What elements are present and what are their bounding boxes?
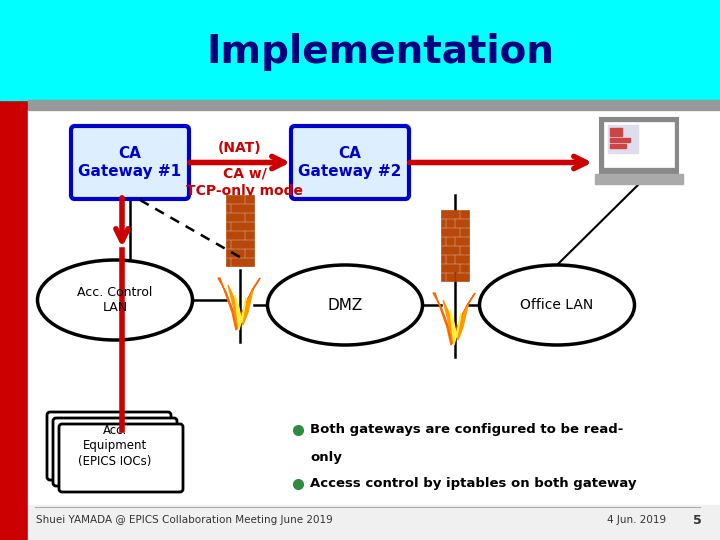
Text: 4 Jun. 2019: 4 Jun. 2019 — [607, 515, 666, 525]
Text: 5: 5 — [693, 514, 702, 526]
Bar — [441, 246, 450, 254]
Bar — [230, 240, 240, 248]
Bar — [240, 240, 249, 248]
Text: DMZ: DMZ — [328, 298, 363, 313]
Bar — [249, 204, 254, 212]
Polygon shape — [218, 278, 260, 330]
Bar — [245, 231, 253, 239]
Bar — [464, 219, 469, 227]
Bar — [446, 237, 454, 245]
Bar — [441, 255, 445, 263]
Bar — [28, 110, 720, 505]
Bar — [230, 258, 240, 266]
Ellipse shape — [480, 265, 634, 345]
Bar — [610, 128, 622, 136]
Bar — [459, 210, 469, 218]
Text: only: only — [310, 451, 342, 464]
Text: Acc. Control
LAN: Acc. Control LAN — [77, 286, 153, 314]
Bar — [446, 273, 454, 281]
Bar — [235, 249, 244, 257]
Bar — [235, 231, 244, 239]
Bar — [464, 255, 469, 263]
Bar — [441, 237, 445, 245]
Bar — [249, 240, 254, 248]
Bar — [441, 210, 450, 218]
Bar — [441, 228, 450, 236]
Bar — [459, 228, 469, 236]
Bar — [230, 222, 240, 230]
Bar — [226, 231, 235, 239]
Bar — [245, 249, 253, 257]
Bar — [235, 213, 244, 221]
Bar — [464, 237, 469, 245]
Polygon shape — [433, 293, 475, 345]
Bar — [455, 237, 464, 245]
Bar — [226, 222, 230, 230]
Text: CA w/
TCP-only mode: CA w/ TCP-only mode — [186, 167, 304, 198]
FancyBboxPatch shape — [47, 412, 171, 480]
Bar — [450, 264, 459, 272]
Bar — [441, 219, 445, 227]
Bar — [455, 219, 464, 227]
Bar — [604, 122, 674, 167]
Bar — [450, 228, 459, 236]
FancyBboxPatch shape — [53, 418, 177, 486]
Bar — [249, 258, 254, 266]
Bar — [610, 144, 626, 148]
Polygon shape — [450, 310, 461, 345]
Bar — [249, 222, 254, 230]
Bar — [595, 174, 683, 184]
Polygon shape — [443, 300, 468, 343]
Bar — [459, 246, 469, 254]
Bar — [226, 213, 235, 221]
Bar — [0, 0, 28, 540]
Text: Office LAN: Office LAN — [521, 298, 593, 312]
Bar — [441, 264, 450, 272]
Bar — [608, 125, 638, 153]
Text: Shuei YAMADA @ EPICS Collaboration Meeting June 2019: Shuei YAMADA @ EPICS Collaboration Meeti… — [36, 515, 333, 525]
Text: Access control by iptables on both gateway: Access control by iptables on both gatew… — [310, 477, 636, 490]
Bar — [230, 204, 240, 212]
Ellipse shape — [268, 265, 423, 345]
Bar — [245, 195, 253, 203]
FancyBboxPatch shape — [291, 126, 409, 199]
Ellipse shape — [37, 260, 192, 340]
Bar — [226, 249, 235, 257]
Bar — [459, 264, 469, 272]
FancyBboxPatch shape — [71, 126, 189, 199]
Text: CA
Gateway #1: CA Gateway #1 — [78, 146, 181, 179]
Text: (NAT): (NAT) — [218, 141, 262, 156]
Bar — [245, 213, 253, 221]
Bar — [450, 210, 459, 218]
Bar — [455, 255, 464, 263]
Bar — [28, 100, 720, 110]
Bar — [226, 204, 230, 212]
Text: Acc.
Equipment
(EPICS IOCs): Acc. Equipment (EPICS IOCs) — [78, 423, 152, 469]
Bar — [441, 273, 445, 281]
Bar — [455, 273, 464, 281]
Bar — [235, 195, 244, 203]
Bar — [446, 219, 454, 227]
Polygon shape — [228, 285, 253, 328]
Text: Implementation: Implementation — [206, 33, 554, 71]
Bar — [240, 258, 249, 266]
Bar — [240, 222, 249, 230]
Text: Both gateways are configured to be read-: Both gateways are configured to be read- — [310, 423, 624, 436]
Bar — [240, 204, 249, 212]
Bar — [226, 195, 235, 203]
Polygon shape — [235, 295, 246, 330]
Bar — [0, 0, 720, 100]
Bar — [28, 505, 720, 540]
Bar — [610, 138, 630, 142]
Bar — [464, 273, 469, 281]
Text: CA
Gateway #2: CA Gateway #2 — [298, 146, 402, 179]
Bar — [226, 258, 230, 266]
FancyBboxPatch shape — [59, 424, 183, 492]
Bar — [226, 240, 230, 248]
Bar — [600, 118, 678, 174]
Bar — [450, 246, 459, 254]
Bar — [446, 255, 454, 263]
